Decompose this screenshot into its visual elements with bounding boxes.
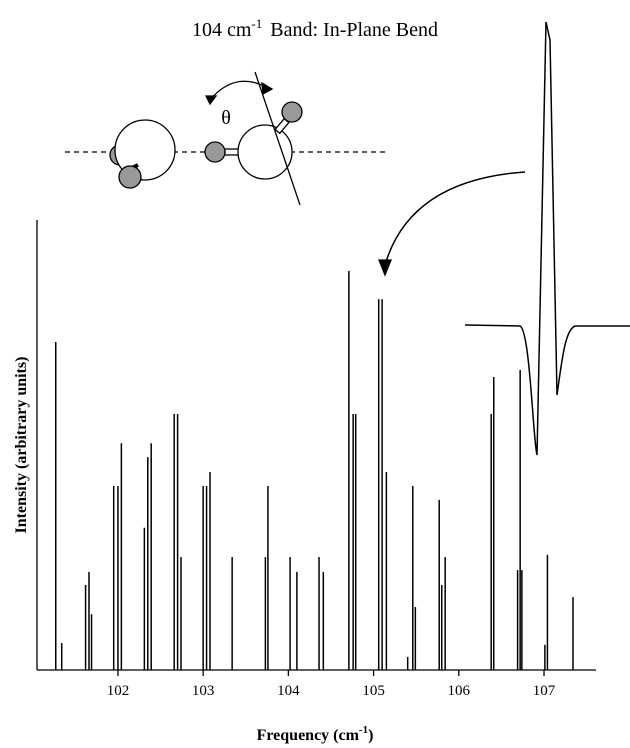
molecule-diagram [65, 21, 630, 456]
arrowhead [204, 95, 218, 106]
x-label-text: ) [368, 727, 373, 744]
angle-label: θ [221, 107, 231, 129]
x-axis-label: Frequency (cm-1) [257, 724, 374, 744]
atom [281, 101, 303, 123]
bond [224, 148, 240, 156]
atom [114, 119, 176, 181]
title-text: Band: In-Plane Bend [270, 19, 438, 41]
x-tick-label: 103 [192, 683, 215, 699]
x-tick-label: 105 [362, 683, 385, 699]
y-axis-label: Intensity (arbitrary units) [13, 357, 30, 534]
inset-trace [464, 21, 630, 456]
x-label-superscript: -1 [359, 724, 368, 736]
x-tick-label: 102 [107, 683, 130, 699]
x-tick-label: 107 [533, 683, 556, 699]
atom [237, 124, 293, 180]
rotation-arrow [209, 80, 269, 101]
atom [204, 141, 226, 163]
title-superscript: -1 [251, 16, 262, 31]
x-tick-label: 106 [448, 683, 471, 699]
arrowhead [261, 81, 274, 96]
title-text: 104 cm [192, 19, 252, 41]
x-tick-label: 104 [277, 683, 300, 699]
chart-title: 104 cm-1 Band: In-Plane Bend [192, 16, 438, 41]
x-label-text: Frequency (cm [257, 727, 360, 744]
pointer-arrow [384, 171, 526, 266]
atom [118, 165, 142, 189]
arrowhead [378, 259, 392, 277]
